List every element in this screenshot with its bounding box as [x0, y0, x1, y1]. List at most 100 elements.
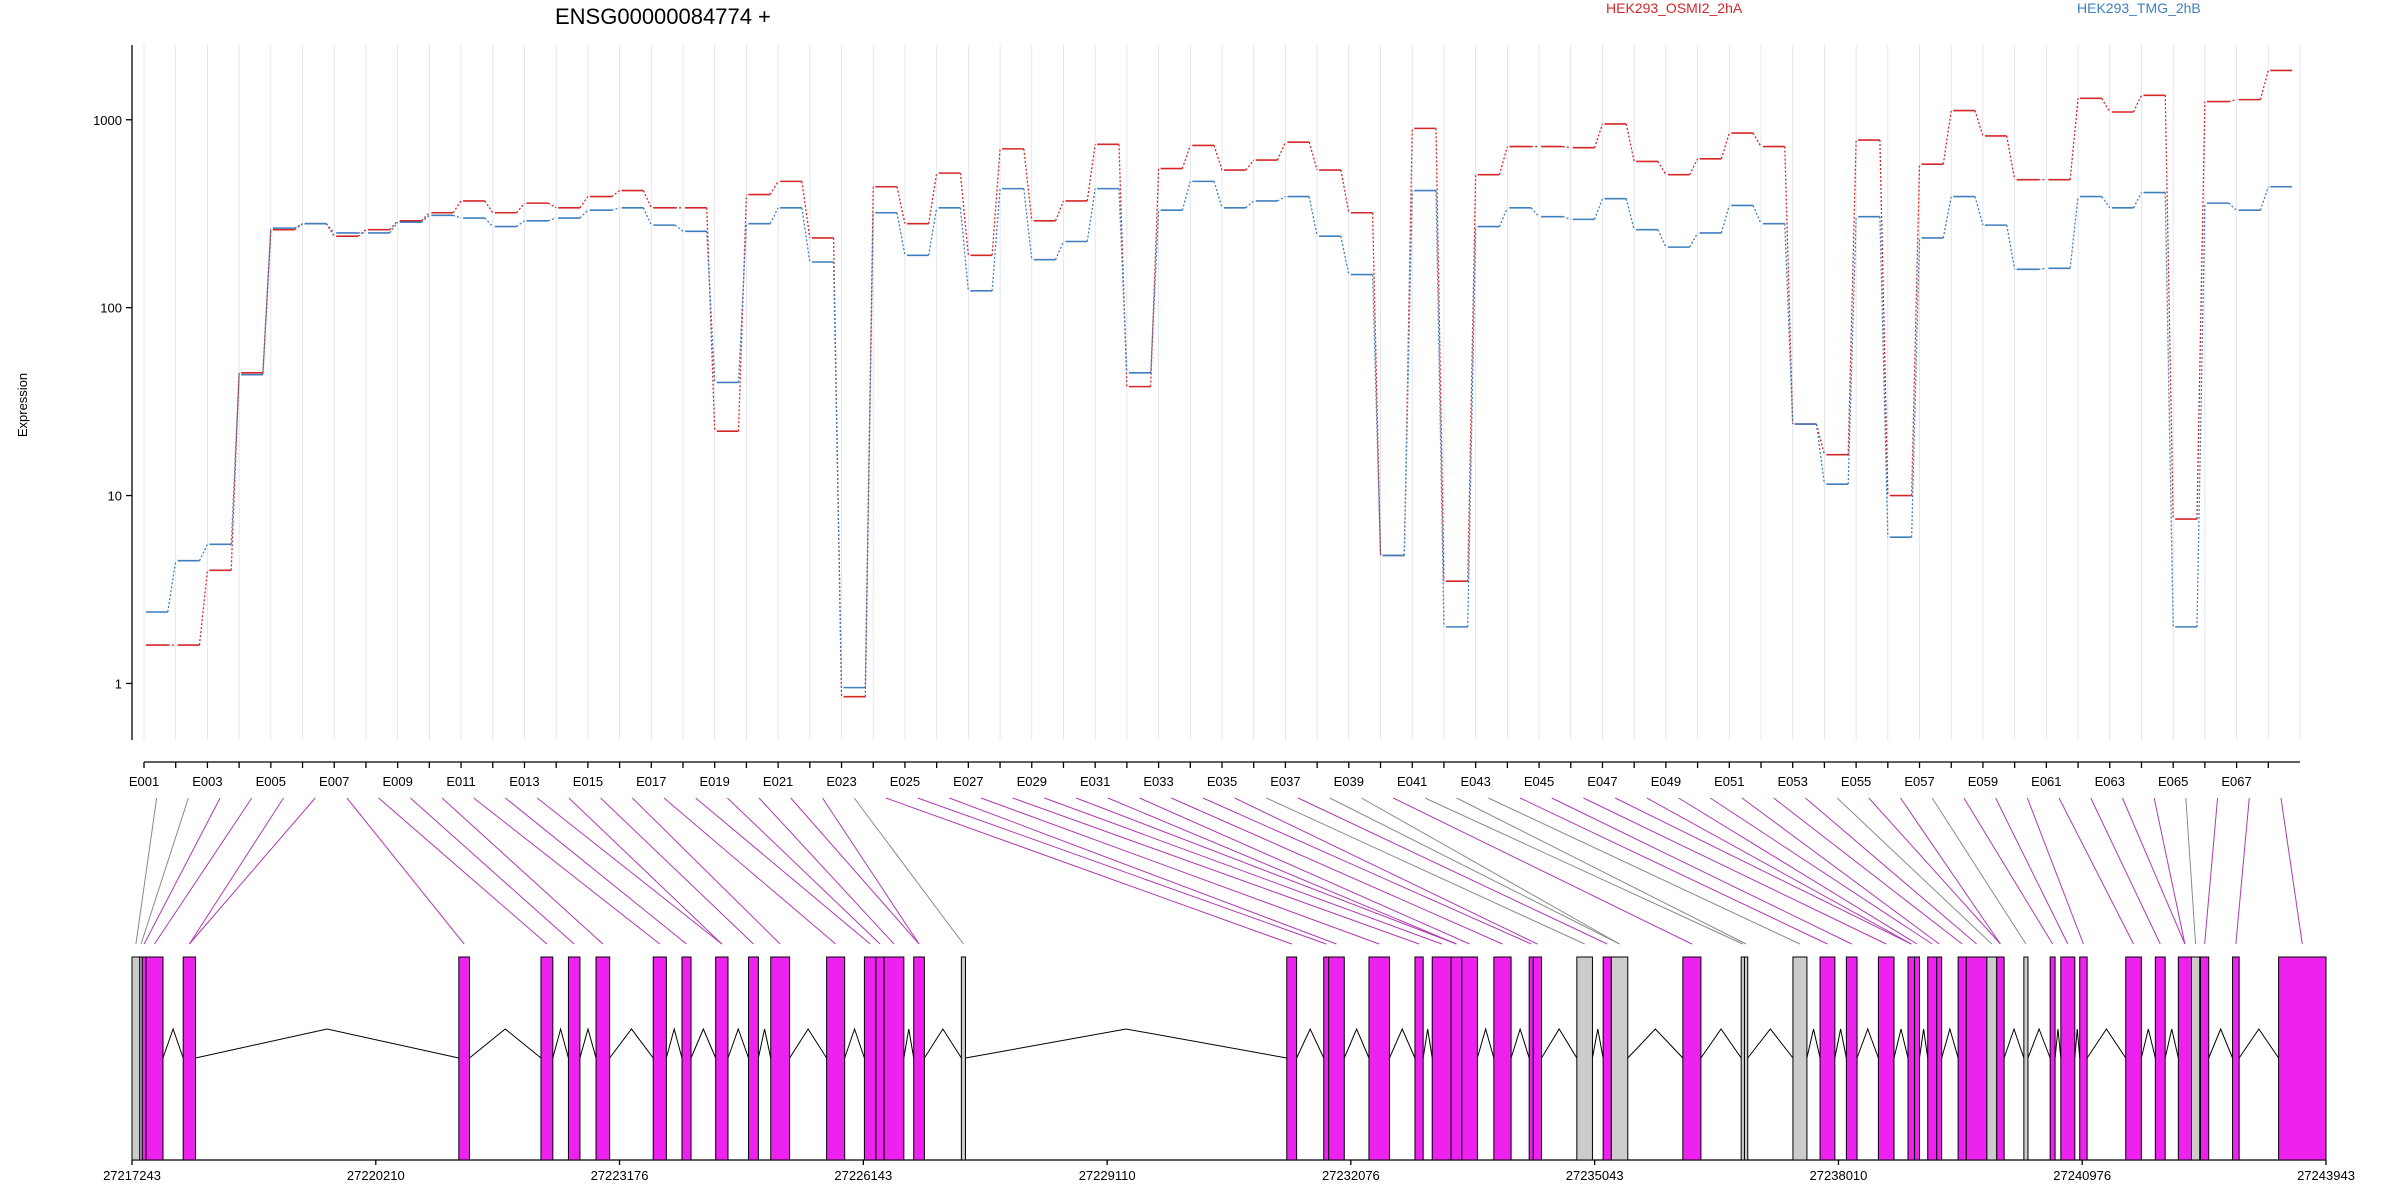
exon-tick-label: E003: [192, 774, 222, 789]
exon-connector: [1139, 797, 1470, 945]
exon-connector: [663, 797, 836, 945]
exon-box: [883, 956, 905, 1161]
exon-box: [1986, 956, 1998, 1161]
intron-line: [552, 1027, 569, 1059]
exon-connector: [600, 797, 754, 945]
series-link: [1181, 145, 1191, 169]
genome-tick-label: 27243943: [2297, 1168, 2355, 1183]
series-link: [1593, 123, 1604, 148]
series-link: [1371, 212, 1382, 556]
exon-box: [1682, 956, 1702, 1161]
y-tick-label: 100: [100, 301, 122, 316]
exon-tick-label: E033: [1143, 774, 1173, 789]
exon-connector: [1424, 797, 1744, 945]
exon-connector: [1456, 797, 1747, 945]
intron-line: [2003, 1027, 2025, 1059]
series-link: [198, 544, 208, 561]
series-link: [1023, 188, 1033, 260]
exon-box: [1610, 956, 1629, 1161]
exon-box: [1743, 956, 1749, 1161]
series-link: [1150, 168, 1160, 387]
exon-connector: [1900, 797, 2001, 945]
exon-connector: [853, 797, 964, 945]
series-link: [1498, 146, 1508, 175]
series-link: [2228, 202, 2238, 211]
series-link: [294, 223, 303, 231]
exon-box: [2190, 956, 2201, 1161]
series-link: [167, 560, 177, 613]
exon-connector: [2121, 797, 2186, 945]
exon-tick-label: E011: [446, 774, 475, 789]
exon-box: [182, 956, 197, 1161]
exon-tick-label: E057: [1904, 774, 1934, 789]
exon-connector: [1614, 797, 1912, 945]
intron-line: [923, 1028, 962, 1059]
genome-tick-label: 27226143: [834, 1168, 892, 1183]
series-link: [1942, 196, 1952, 239]
series-link: [1847, 140, 1857, 455]
series-link: [294, 223, 303, 229]
intron-line: [2208, 1027, 2234, 1059]
series-link: [1023, 148, 1033, 221]
genome-tick-label: 27235043: [1566, 1168, 1624, 1183]
intron-line: [2164, 1028, 2179, 1059]
series-0: [146, 69, 2293, 698]
exon-connector: [1551, 797, 1852, 945]
exon-box: [1927, 956, 1938, 1161]
exon-connector: [949, 797, 1337, 945]
exon-connector: [135, 797, 158, 945]
series-link: [991, 188, 1001, 291]
series-link: [2006, 135, 2016, 180]
genome-tick-label: 27229110: [1079, 1168, 1136, 1183]
series-link: [1150, 210, 1160, 373]
series-link: [2038, 267, 2047, 270]
series-link: [2164, 192, 2174, 627]
series-link: [2006, 224, 2016, 270]
series-link: [2132, 192, 2143, 209]
series-1: [146, 180, 2293, 689]
series-link: [737, 223, 748, 383]
intron-line: [195, 1028, 459, 1059]
exon-connector: [188, 797, 316, 945]
exon-tick-label: E013: [509, 774, 539, 789]
series-link: [452, 200, 462, 214]
series-link: [2228, 98, 2237, 103]
series-link: [1562, 216, 1571, 220]
exon-connector: [143, 797, 221, 945]
series-link: [357, 229, 367, 237]
exon-connector: [1931, 797, 2027, 945]
exon-connector: [631, 797, 781, 945]
series-link: [801, 207, 811, 263]
exon-box: [595, 956, 611, 1161]
series-link: [1784, 223, 1794, 425]
exon-connector: [2058, 797, 2134, 945]
gene-model: 27217243 27220210 27223176 27226143 27229110…: [103, 956, 2355, 1183]
exon-connector: [378, 797, 548, 945]
intron-line: [1941, 1027, 1959, 1059]
exon-box: [567, 956, 581, 1161]
intron-line: [1510, 1027, 1530, 1059]
genome-tick-label: 27223176: [591, 1168, 649, 1183]
exon-connector: [2153, 797, 2186, 945]
series-link: [1086, 144, 1096, 201]
exon-connector: [2185, 797, 2197, 945]
exon-box: [1532, 956, 1543, 1161]
exon-tick-label: E037: [1270, 774, 1300, 789]
series-link: [2132, 95, 2143, 113]
series-link: [1530, 207, 1540, 218]
exon-connector: [2204, 797, 2219, 945]
exon-tick-label: E053: [1778, 774, 1808, 789]
exon-tick-label: E031: [1080, 774, 1110, 789]
exon-connector: [1836, 797, 1993, 945]
intron-line: [2074, 1028, 2081, 1059]
series-link: [801, 181, 811, 239]
exon-box: [1461, 956, 1478, 1161]
y-tick-label: 10: [108, 489, 122, 504]
exon-connector: [695, 797, 871, 945]
series-link: [611, 190, 620, 198]
series-link: [832, 261, 843, 688]
intron-line: [1627, 1028, 1684, 1059]
exon-connector: [1678, 797, 1918, 945]
series-link: [579, 209, 589, 219]
exon-connector: [2026, 797, 2084, 945]
